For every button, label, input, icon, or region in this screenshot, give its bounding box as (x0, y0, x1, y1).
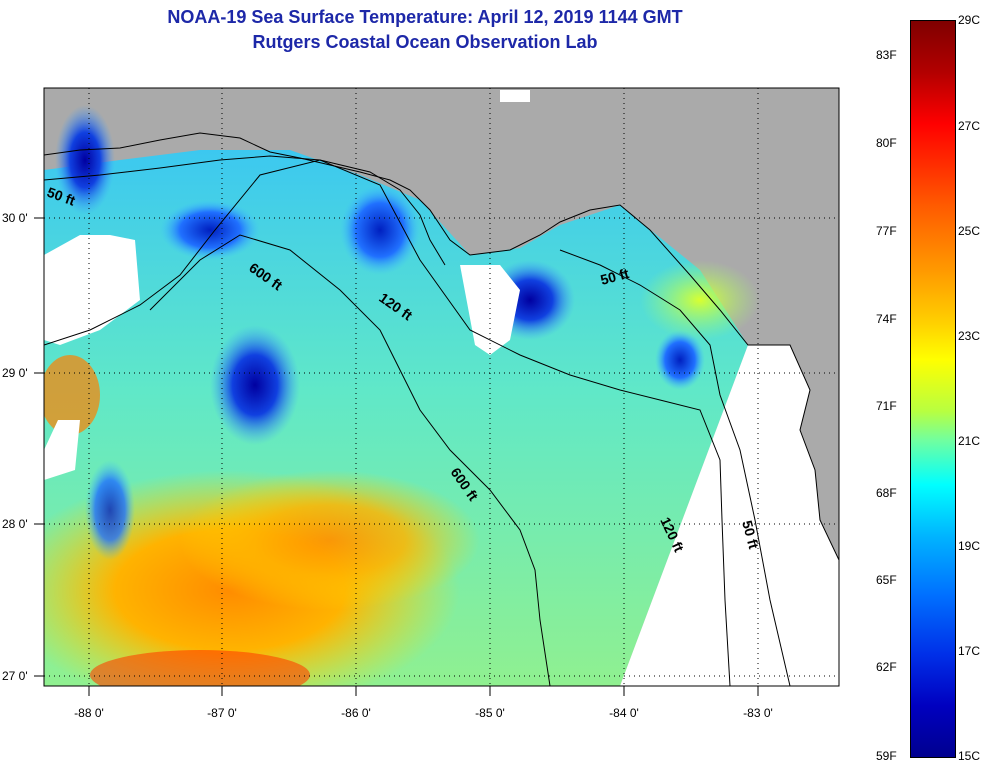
lon-label: -85 0' (475, 706, 505, 720)
contour-label-50ft-ne: 50 ft (599, 265, 631, 288)
cold-nearshore (160, 200, 260, 260)
contour-600ft (149, 234, 551, 686)
colorbar-c-label: 15C (958, 749, 981, 763)
lat-label: 28 0' (2, 517, 28, 531)
warm-florida-shelf (640, 260, 760, 340)
no-data-east (620, 345, 839, 686)
lon-label: -87 0' (207, 706, 237, 720)
cold-shelf-west (55, 105, 115, 215)
colorbar-f-label: 65F (876, 573, 897, 587)
map-subtitle: Rutgers Coastal Ocean Observation Lab (252, 32, 598, 52)
lat-label: 27 0' (2, 669, 28, 683)
temperature-colorbar (910, 20, 956, 758)
colorbar-c-label: 29C (958, 13, 981, 27)
lon-label: -83 0' (743, 706, 773, 720)
no-data-strip (44, 420, 80, 480)
colorbar-f-label: 77F (876, 224, 897, 238)
cold-eddy (210, 325, 300, 445)
colorbar-c-label: 17C (958, 644, 981, 658)
colorbar-f-label: 71F (876, 399, 897, 413)
contour-50ft-east (559, 249, 791, 686)
lat-label: 29 0' (2, 366, 28, 380)
lon-label: -84 0' (609, 706, 639, 720)
lat-label: 30 0' (2, 211, 28, 225)
colorbar-c-label: 21C (958, 434, 981, 448)
cold-panhandle (340, 185, 420, 275)
coastline (44, 132, 839, 561)
contour-label-50ft-east: 50 ft (739, 519, 762, 551)
colorbar-c-label: 19C (958, 539, 981, 553)
colorbar-c-label: 25C (958, 224, 981, 238)
map-title: NOAA-19 Sea Surface Temperature: April 1… (167, 7, 683, 27)
cold-streak (85, 460, 135, 560)
colorbar-c-label: 27C (958, 119, 981, 133)
colorbar-f-label: 83F (876, 48, 897, 62)
warm-core (90, 650, 310, 686)
colorbar-f-label: 62F (876, 660, 897, 674)
depth-contours (44, 155, 791, 686)
colorbar-f-label: 80F (876, 136, 897, 150)
cold-bigbend (655, 330, 705, 390)
colorbar-f-label: 68F (876, 486, 897, 500)
lon-label: -86 0' (341, 706, 371, 720)
map-frame (43, 87, 840, 687)
warm-west (44, 355, 100, 435)
axis-ticks (34, 217, 759, 696)
contour-120ft (44, 159, 731, 686)
colorbar-f-label: 74F (876, 312, 897, 326)
colorbar-c-label: 23C (958, 329, 981, 343)
warm-pool-2 (180, 470, 480, 610)
colorbar-f-label: 59F (876, 749, 897, 763)
no-data-lake (500, 90, 530, 102)
lon-label: -88 0' (74, 706, 104, 720)
